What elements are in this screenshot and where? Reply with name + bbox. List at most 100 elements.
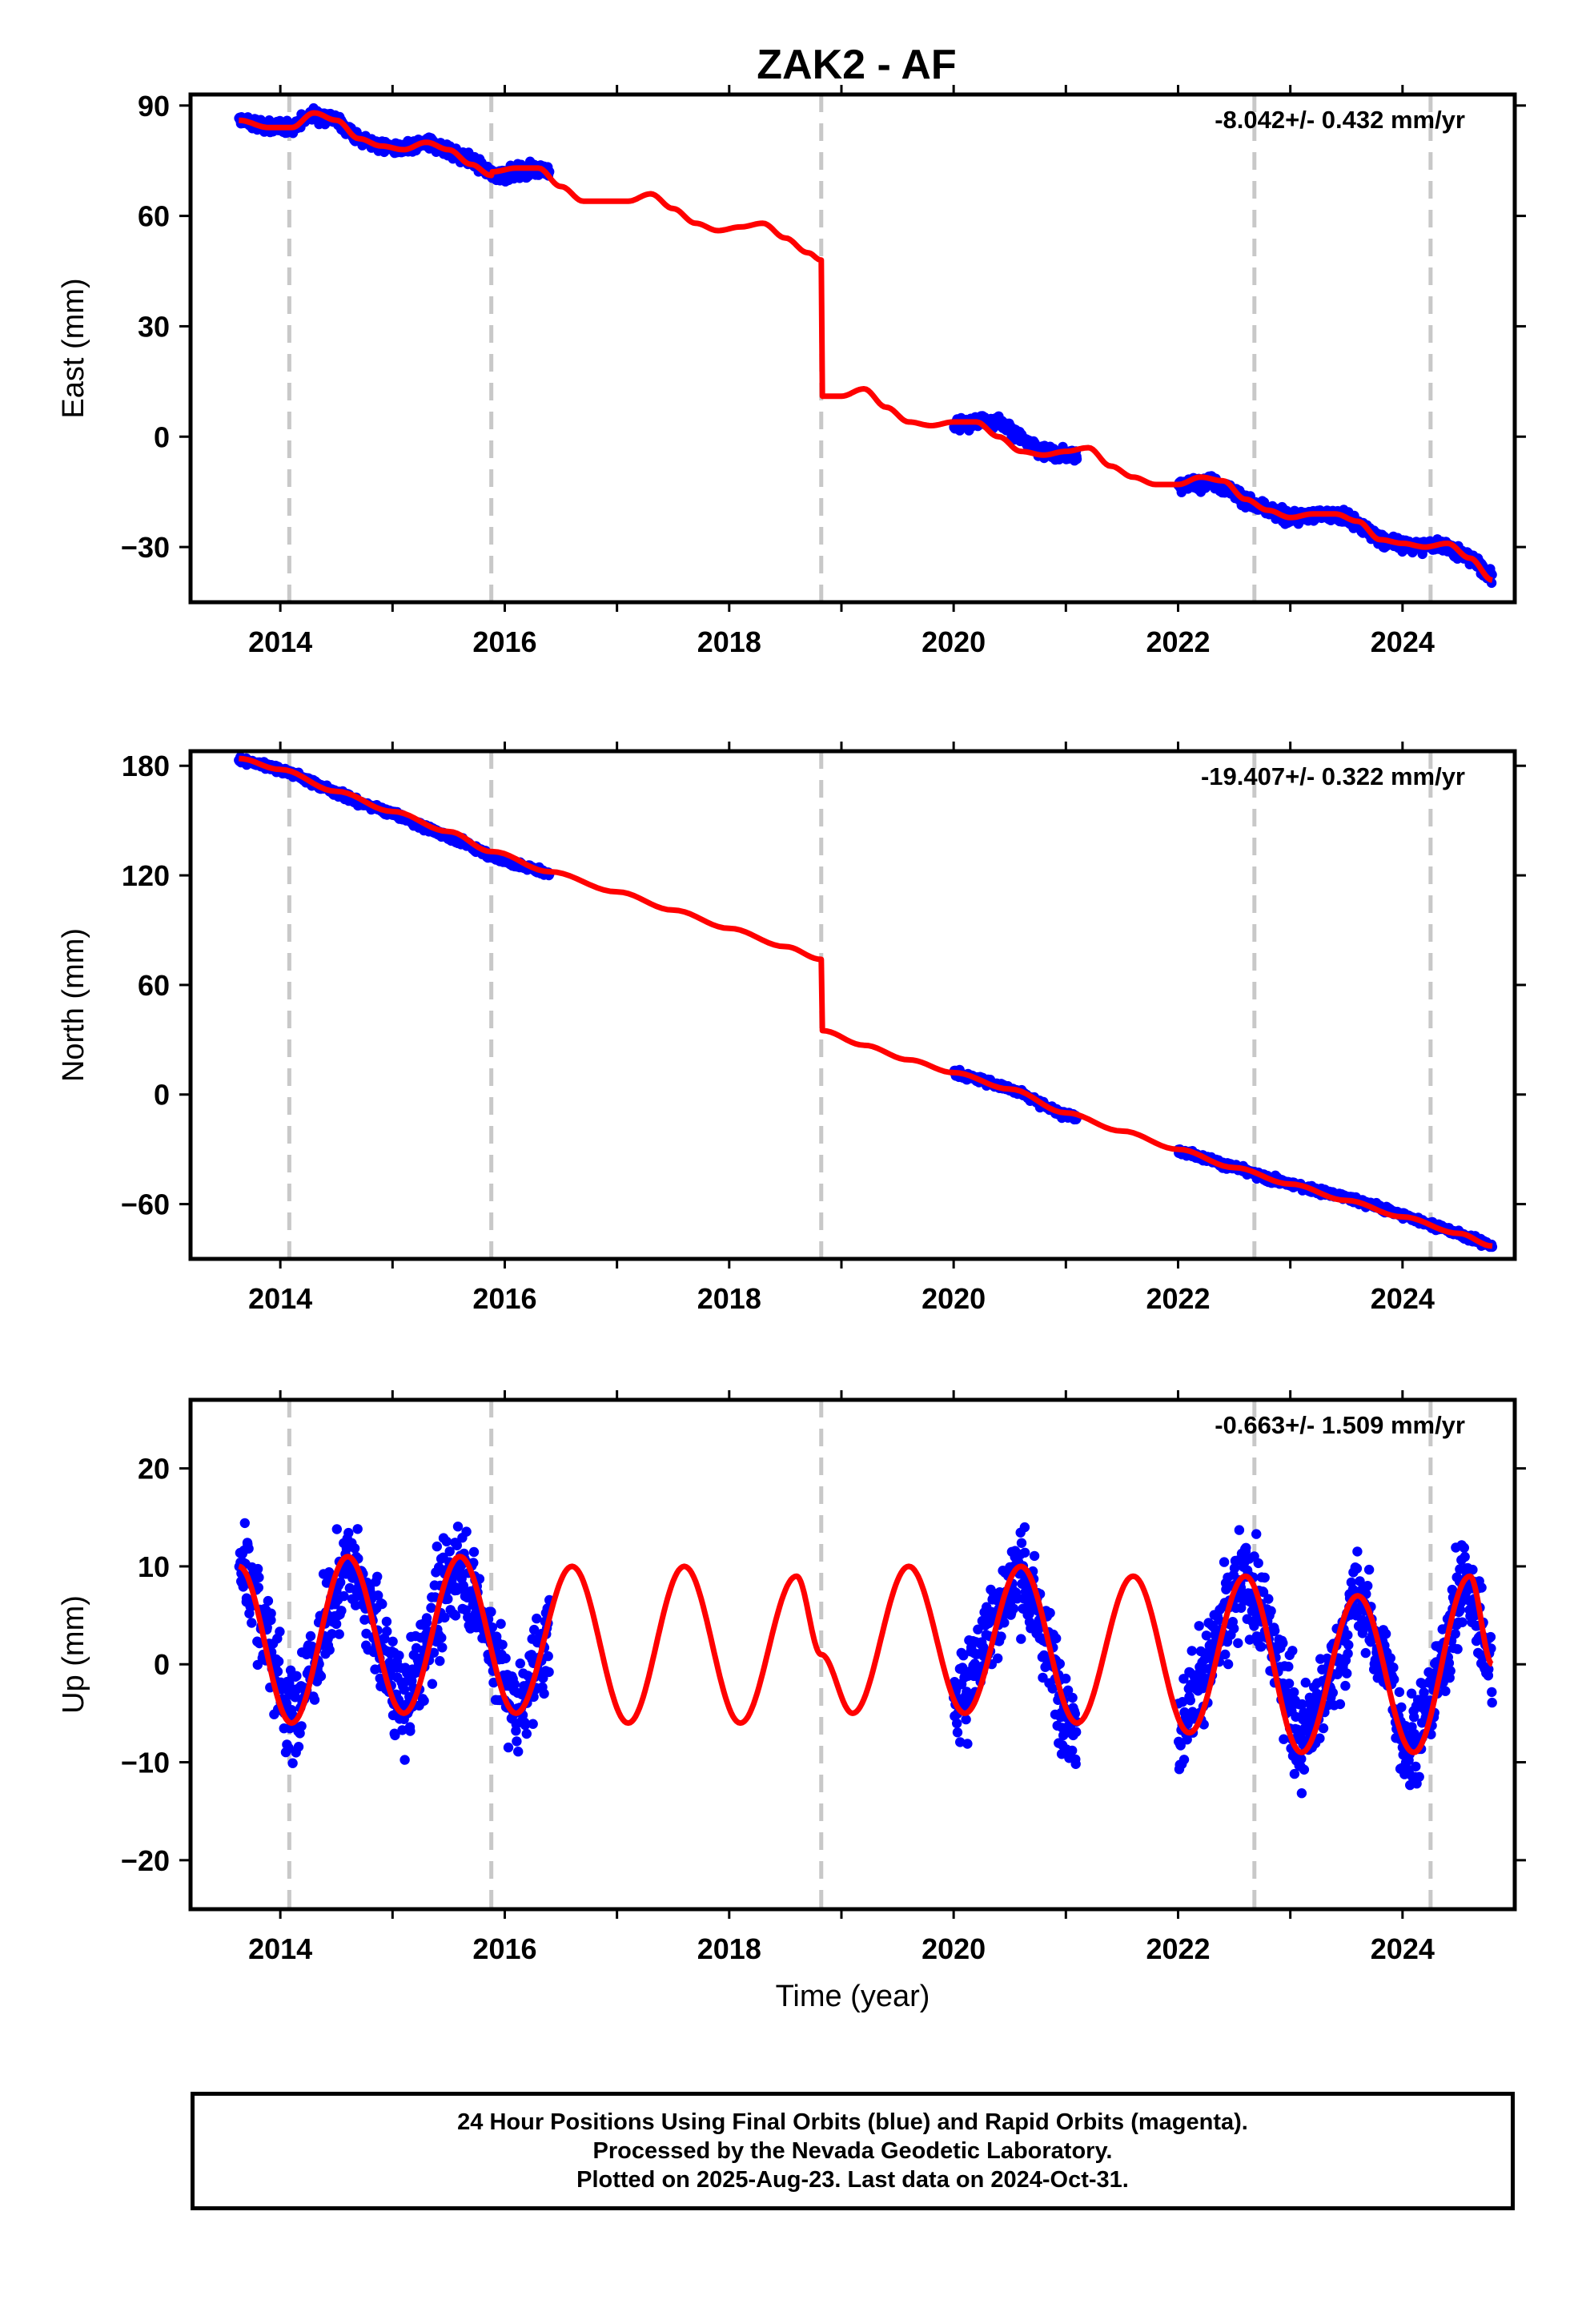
x-tick-label: 2024 [1371,1282,1435,1315]
processing-info-box: 24 Hour Positions Using Final Orbits (bl… [191,2092,1515,2210]
gps-point [1487,1697,1497,1708]
gps-point [239,1518,250,1529]
gps-point [544,1667,554,1678]
gps-point [243,1543,254,1554]
gps-point [1263,1594,1274,1604]
gps-point [961,1714,971,1725]
y-tick-label: 30 [138,310,170,343]
gps-point [436,1632,447,1643]
gps-point [1259,1572,1270,1583]
gps-point [1299,1764,1310,1775]
gps-point [291,1671,302,1681]
gps-point [309,1695,320,1705]
gps-point [993,1653,1003,1663]
gps-point [421,1613,432,1623]
gps-point [500,1653,511,1663]
gps-point [503,1742,514,1753]
gps-point [996,1631,1006,1642]
gps-point [1450,1628,1460,1639]
gps-point [443,1594,453,1604]
gps-point [315,1671,327,1682]
gps-point [1340,1680,1351,1691]
gps-point [247,1618,257,1628]
gps-point [1283,1679,1295,1689]
gps-point [1220,1649,1231,1660]
gps-point [1484,1664,1494,1675]
gps-point [441,1536,452,1547]
y-tick-label: 10 [138,1550,170,1583]
gps-point [497,1639,508,1650]
gps-point [515,1659,525,1669]
gps-point [349,1543,360,1554]
gps-point [1201,1630,1212,1641]
gps-point [377,1598,387,1610]
gps-point [275,1626,285,1637]
gps-point [1343,1648,1353,1659]
gps-point [1352,1546,1363,1557]
gps-point [1385,1653,1396,1663]
gps-point [427,1679,438,1689]
y-tick-label: 0 [154,1079,170,1112]
gps-point [1440,1686,1451,1696]
gps-point [1234,1525,1245,1535]
x-tick-label: 2024 [1371,625,1435,658]
x-tick-label: 2014 [248,625,312,658]
plot-frame [188,92,1517,605]
gps-point [952,1727,963,1738]
gps-point [1388,1663,1399,1673]
gps-point [1045,1607,1055,1618]
gps-point [496,1618,506,1629]
y-tick-label: 180 [122,750,170,782]
gps-point [352,1524,363,1534]
x-tick-label: 2016 [472,1282,536,1315]
gps-point [521,1728,532,1739]
gps-point [543,1651,553,1662]
gps-point [331,1618,342,1630]
gps-point [1460,1551,1470,1562]
gps-point [1452,1644,1463,1655]
y-tick-label: −10 [121,1747,170,1779]
gps-point [287,1758,298,1768]
gps-point [324,1645,335,1655]
gps-point [962,1739,973,1749]
gps-point [382,1626,392,1637]
gps-point [1409,1711,1419,1723]
gps-point [432,1541,442,1552]
gps-point [372,1571,383,1582]
gps-point [1283,1661,1294,1672]
x-tick-label: 2022 [1146,1282,1210,1315]
y-tick-label: −60 [121,1188,170,1221]
gps-point [1070,1759,1081,1769]
gps-point [1363,1564,1375,1575]
gps-point [1266,1606,1276,1616]
y-tick-label: 20 [138,1453,170,1486]
gps-point [1253,1558,1263,1569]
gps-point [1296,1754,1307,1764]
gps-point [1297,1699,1307,1710]
gps-point [1194,1621,1204,1631]
velocity-label: -8.042+/- 0.432 mm/yr [1215,106,1465,134]
gps-point [1278,1638,1288,1648]
gps-point [1335,1699,1346,1710]
gps-point [1343,1630,1353,1640]
gps-point [437,1642,448,1653]
gps-point [1051,1633,1062,1644]
x-tick-label: 2022 [1146,625,1210,658]
x-tick-label: 2014 [248,1282,312,1315]
gps-point [1411,1761,1421,1772]
gps-point [400,1755,410,1765]
y-tick-label: 90 [138,90,170,123]
y-tick-label: 60 [138,200,170,233]
gps-point [1360,1647,1371,1659]
plot-frame [188,749,1517,1261]
x-tick-label: 2016 [472,625,536,658]
gps-point [1380,1629,1391,1639]
gps-point [252,1563,263,1574]
gps-point [343,1527,354,1538]
data-points [234,752,1498,1252]
gps-point [1457,1617,1468,1627]
y-tick-label: 120 [122,859,170,892]
gps-point [1229,1623,1239,1634]
